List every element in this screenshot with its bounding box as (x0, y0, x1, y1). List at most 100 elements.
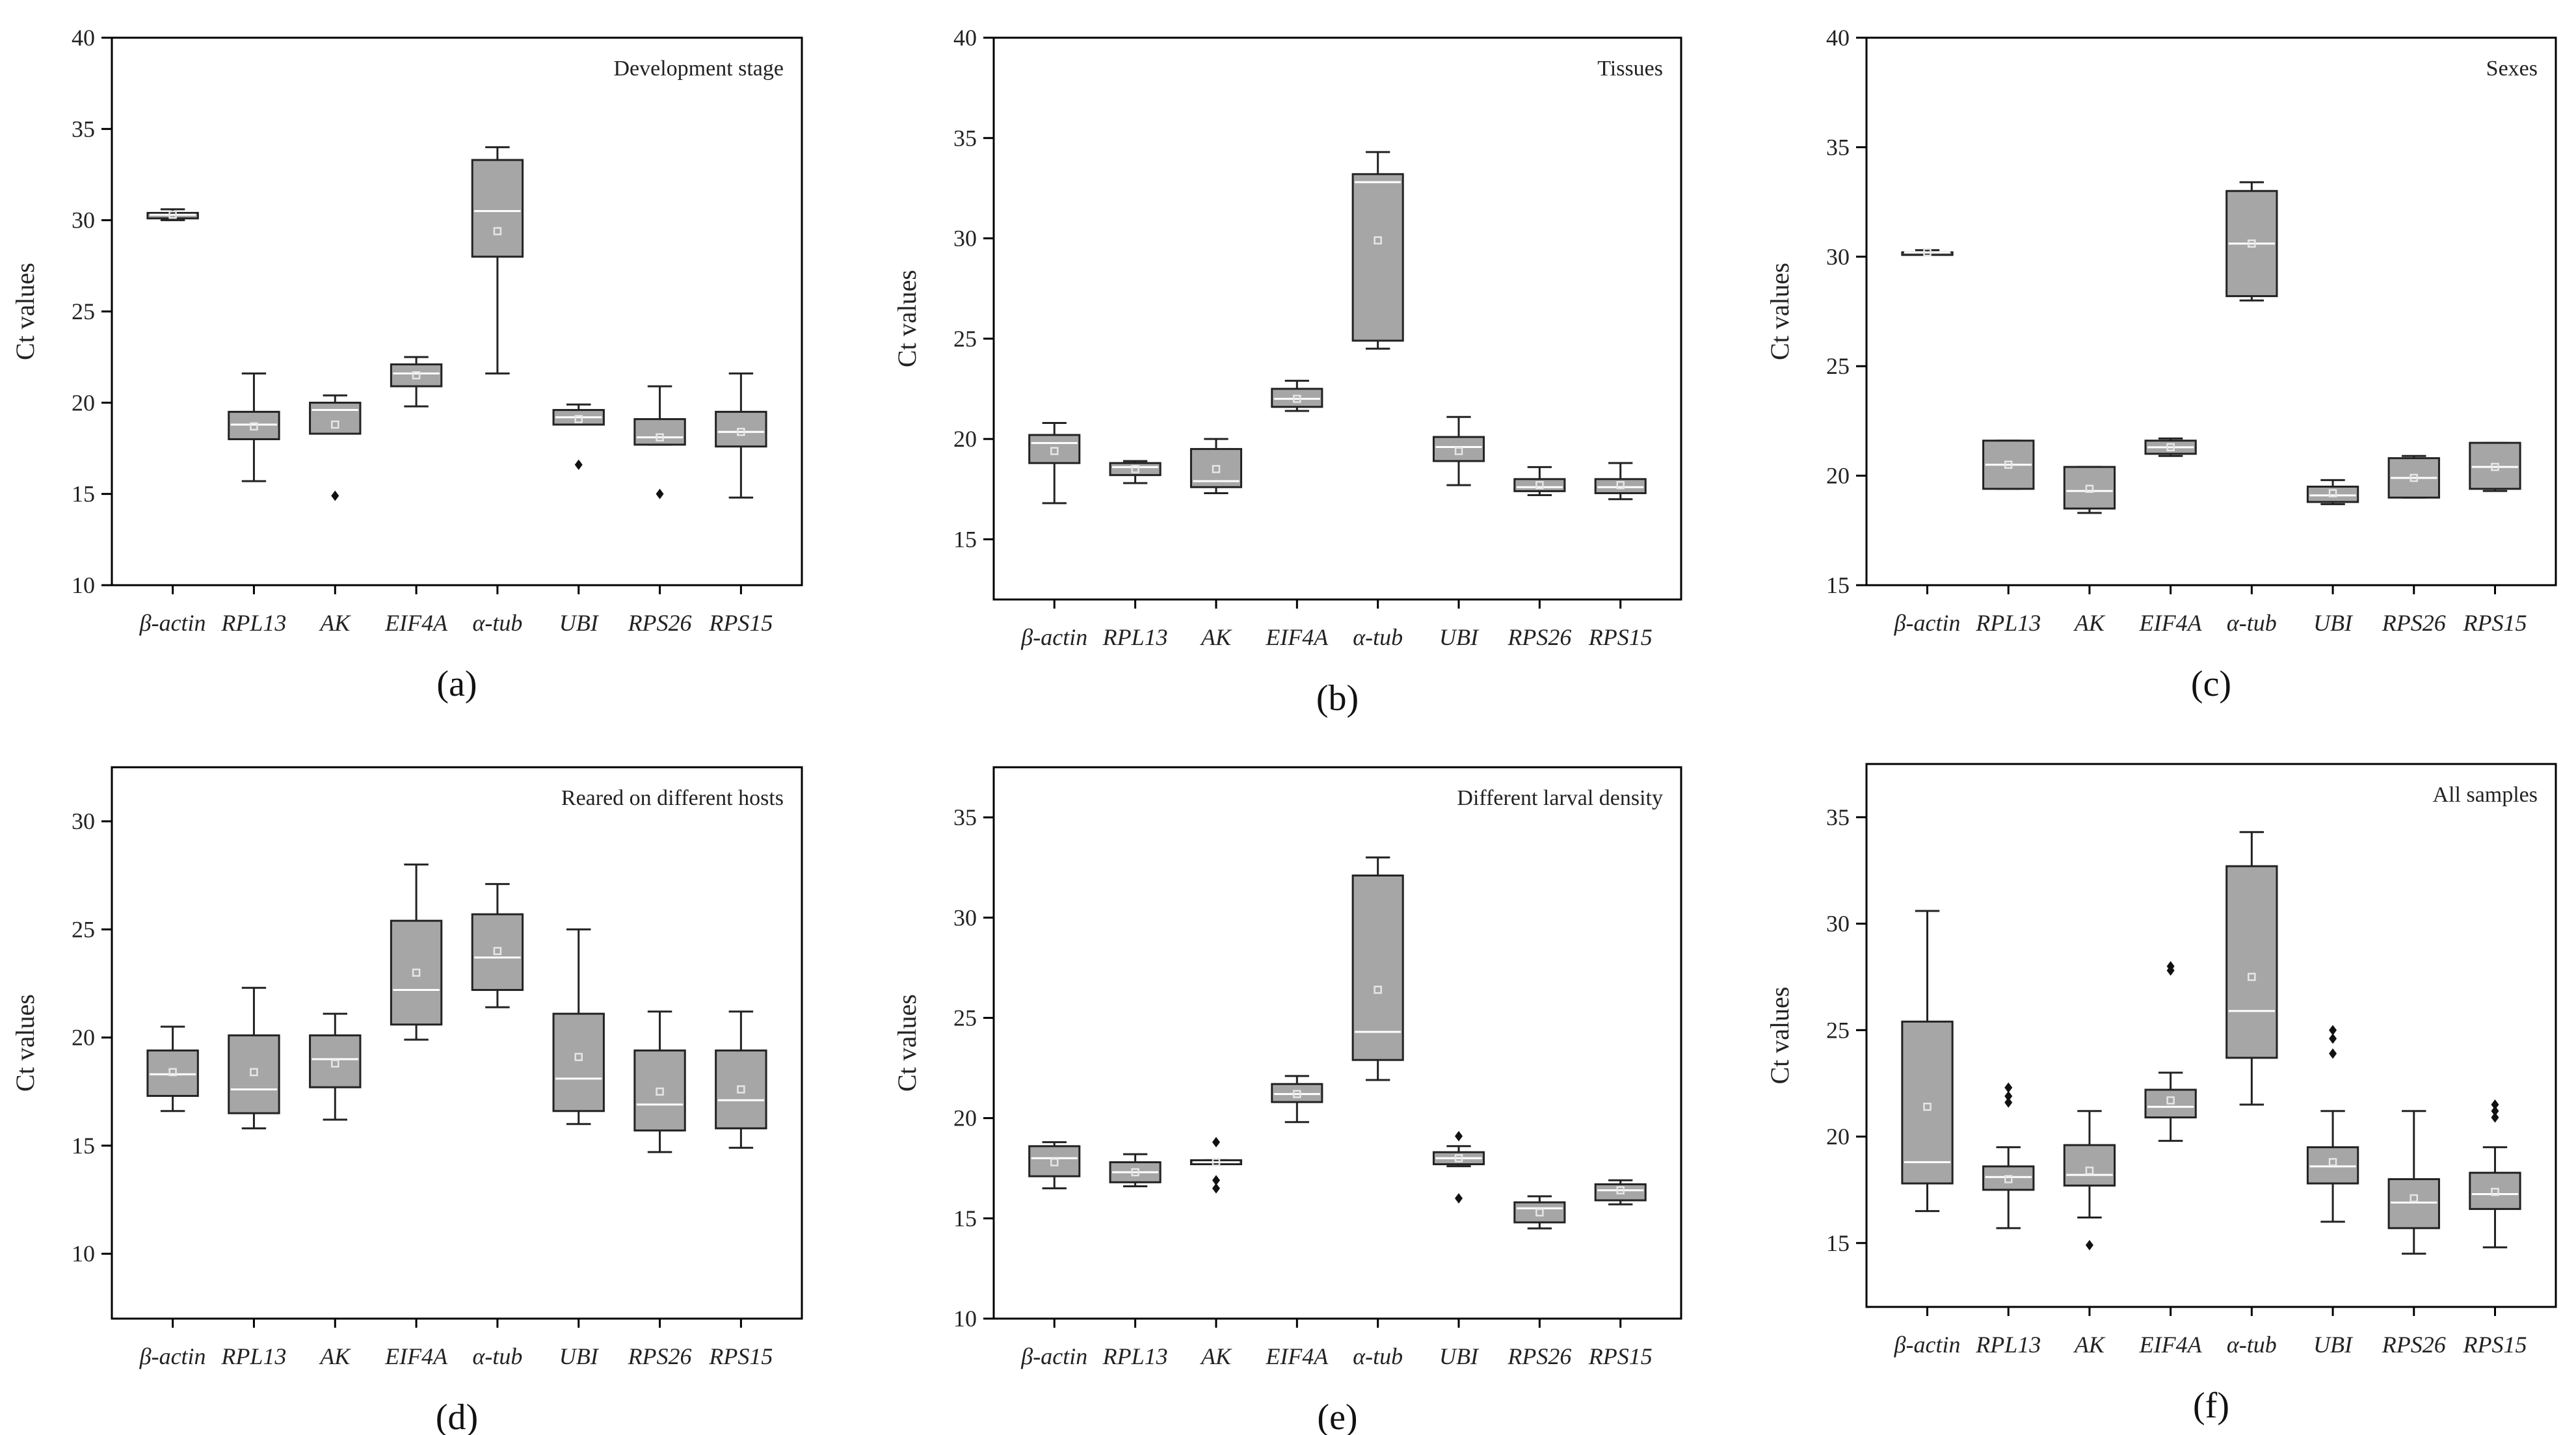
x-tick-label: RPS15 (708, 1343, 773, 1369)
box-plot-5: UBI (1432, 1131, 1485, 1369)
mean-marker (1131, 465, 1139, 473)
x-tick-label: EIF4A (2139, 610, 2203, 636)
iqr-box (2387, 1178, 2440, 1230)
box-plot-1: RPL13 (220, 986, 286, 1369)
outlier-point (2491, 1112, 2499, 1123)
box-plot-5: UBI (1432, 415, 1485, 650)
outlier-point (2329, 1033, 2337, 1044)
mean-marker (2004, 460, 2013, 469)
y-tick-label: 20 (953, 1105, 977, 1131)
iqr-box (2063, 1144, 2116, 1187)
box-plot-7: RPS15 (708, 1010, 773, 1369)
iqr-box (1901, 1020, 1954, 1185)
y-axis-label: Ct values (1765, 987, 1794, 1085)
mean-marker (412, 371, 421, 380)
box-plot-1: RPL13 (220, 372, 286, 636)
box-plot-4: α-tub (2225, 831, 2278, 1358)
mean-marker (1454, 447, 1463, 455)
y-axis-label: Ct values (10, 994, 40, 1092)
x-tick-label: AK (2073, 1332, 2106, 1358)
x-tick-label: UBI (559, 610, 600, 636)
box-plot-1: RPL13 (1975, 440, 2041, 636)
y-tick-label: 30 (1826, 911, 1850, 937)
iqr-box (2225, 865, 2278, 1059)
mean-marker (331, 1059, 339, 1068)
outlier-point (1212, 1183, 1220, 1194)
y-tick-label: 25 (1826, 353, 1850, 379)
plot-frame (111, 36, 803, 586)
mean-marker (1212, 465, 1221, 473)
panel-label: (f) (2193, 1386, 2229, 1426)
mean-marker (1050, 1158, 1059, 1166)
x-tick-label: α-tub (1353, 624, 1403, 650)
box-plot-2: AK (2063, 1110, 2116, 1358)
panel-label: (c) (2191, 664, 2231, 704)
x-tick-label: EIF4A (384, 1343, 448, 1369)
box-plot-3: EIF4A (1265, 1075, 1329, 1369)
mean-marker (1374, 986, 1382, 994)
y-tick-label: 40 (953, 25, 977, 51)
chart-title: Reared on different hosts (561, 786, 784, 810)
y-tick-label: 25 (72, 298, 95, 324)
outlier-point (656, 488, 664, 499)
mean-marker (2328, 1158, 2337, 1166)
x-tick-label: RPS26 (2382, 1332, 2446, 1358)
box-plot-3: EIF4A (384, 356, 448, 636)
x-tick-label: AK (2073, 610, 2106, 636)
mean-marker (1535, 481, 1544, 490)
x-tick-label: AK (1200, 1343, 1232, 1369)
box-plot-7: RPS15 (1588, 462, 1653, 650)
outlier-point (2491, 1099, 2499, 1110)
x-tick-label: β-actin (1894, 610, 1961, 636)
mean-marker (2085, 484, 2094, 494)
iqr-box (1109, 462, 1162, 477)
box-plot-6: RPS26 (628, 1010, 692, 1369)
box-plot-6: RPS26 (1507, 466, 1571, 650)
iqr-box (552, 1012, 605, 1112)
box-plot-6: RPS26 (2382, 1110, 2446, 1358)
y-tick-label: 30 (1826, 244, 1850, 270)
iqr-box (309, 401, 362, 435)
x-tick-label: RPL13 (220, 610, 286, 636)
panel-label: (b) (1316, 678, 1359, 718)
mean-marker (2085, 1166, 2094, 1175)
mean-marker (1131, 1168, 1139, 1177)
outlier-point (2004, 1090, 2013, 1101)
panel-label: (a) (436, 664, 477, 704)
x-tick-label: AK (1200, 624, 1232, 650)
box-plot-4: α-tub (1351, 151, 1404, 650)
plot-frame (111, 766, 803, 1320)
box-plot-2: AK (1189, 438, 1243, 650)
y-tick-label: 20 (72, 389, 95, 415)
iqr-box (633, 1049, 686, 1132)
y-tick-label: 15 (953, 526, 977, 552)
iqr-box (2063, 466, 2116, 510)
box-plot-2: AK (309, 394, 362, 636)
mean-marker (1050, 447, 1059, 455)
outlier-point (2166, 965, 2175, 976)
box-plot-1: RPL13 (1102, 460, 1168, 650)
x-tick-label: RPS15 (2462, 1332, 2527, 1358)
iqr-box (309, 1034, 362, 1088)
outlier-point (2004, 1082, 2013, 1093)
iqr-box (1271, 388, 1323, 408)
mean-marker (656, 433, 664, 441)
y-tick-label: 30 (72, 808, 95, 834)
box-plot-5: UBI (552, 928, 605, 1369)
plot-frame (992, 766, 1682, 1320)
box-plot-3: EIF4A (2139, 961, 2203, 1358)
iqr-box (1028, 1145, 1081, 1178)
x-tick-label: β-actin (1020, 1343, 1087, 1369)
y-tick-label: 15 (72, 481, 95, 507)
box-plot-5: UBI (2306, 479, 2359, 636)
iqr-box (471, 159, 524, 258)
y-axis-label: Ct values (892, 270, 922, 367)
box-plot-0: β-actin (139, 208, 206, 636)
mean-marker (737, 427, 745, 436)
mean-marker (250, 1068, 258, 1077)
chart-title: All samples (2433, 783, 2538, 807)
y-tick-label: 20 (72, 1025, 95, 1051)
y-tick-label: 40 (1826, 25, 1850, 51)
y-tick-label: 35 (72, 116, 95, 142)
iqr-box (1432, 436, 1485, 462)
